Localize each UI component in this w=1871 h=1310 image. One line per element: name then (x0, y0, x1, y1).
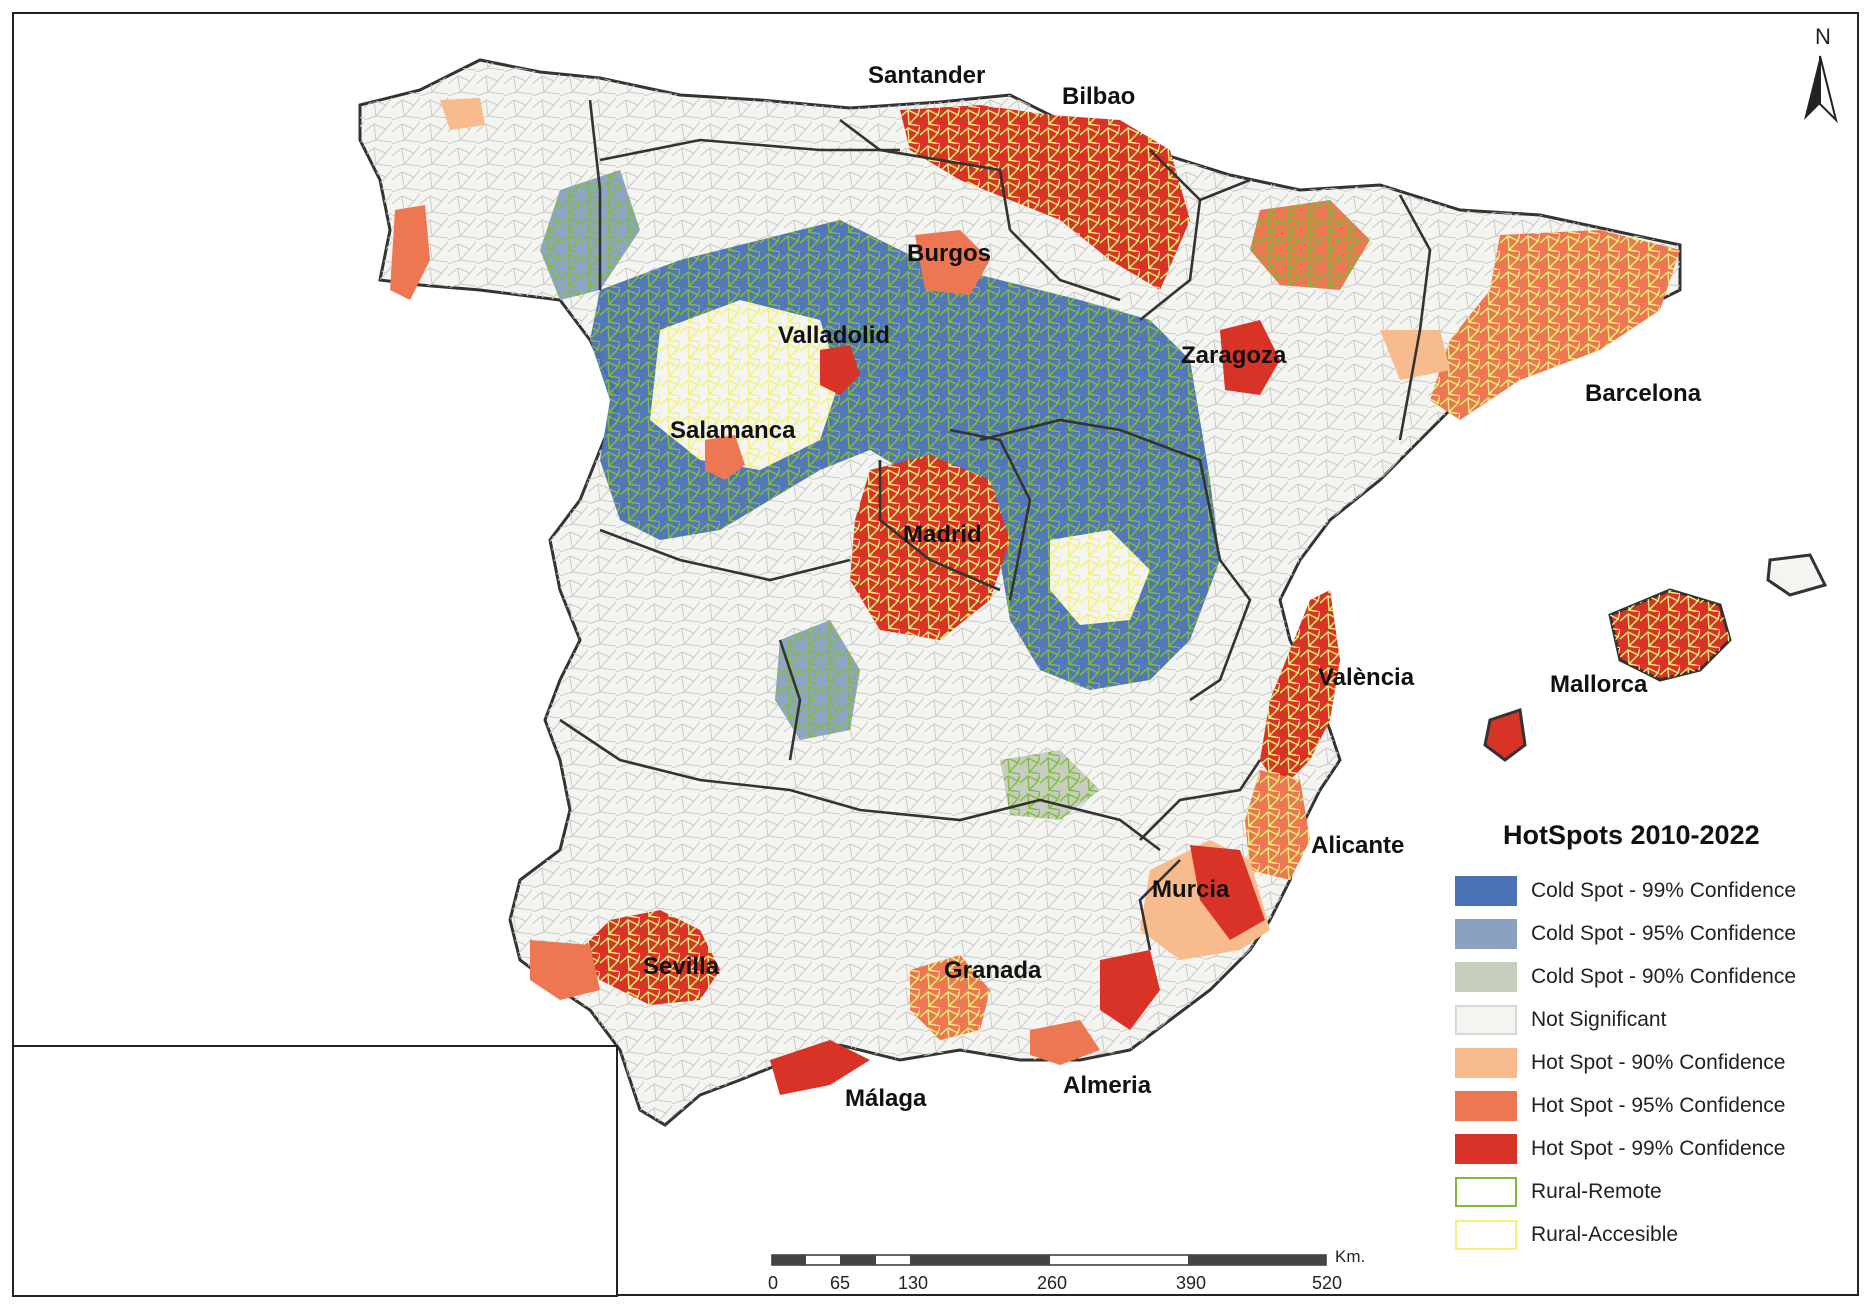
city-label-almeria: Almeria (1063, 1072, 1152, 1099)
legend-item: Cold Spot - 95% Confidence (1455, 912, 1835, 955)
legend-label: Hot Spot - 95% Confidence (1531, 1093, 1786, 1117)
legend-swatch (1455, 1047, 1517, 1078)
north-arrow-label: N (1815, 24, 1831, 49)
city-label-valladolid: Valladolid (778, 322, 891, 349)
legend-label: Hot Spot - 90% Confidence (1531, 1050, 1786, 1074)
city-label-valencia: València (1318, 664, 1415, 691)
rural-accessible-region (650, 300, 1150, 625)
legend-item: Not Significant (1455, 998, 1835, 1041)
legend-swatch (1455, 875, 1517, 906)
legend-swatch (1455, 1133, 1517, 1164)
city-label-salamanca: Salamanca (670, 417, 796, 444)
legend-item: Rural-Accesible (1455, 1213, 1835, 1256)
legend: HotSpots 2010-2022 Cold Spot - 99% Confi… (1455, 820, 1835, 1256)
city-label-burgos: Burgos (907, 240, 991, 267)
city-label-barcelona: Barcelona (1585, 380, 1702, 407)
legend-swatch (1455, 1090, 1517, 1121)
city-label-madrid: Madrid (903, 521, 982, 548)
city-label-alicante: Alicante (1311, 832, 1405, 859)
canary-islands-inset (12, 1045, 618, 1297)
legend-swatch (1455, 918, 1517, 949)
scale-tick-260: 260 (1037, 1273, 1068, 1293)
legend-item: Hot Spot - 90% Confidence (1455, 1041, 1835, 1084)
north-arrow-icon (1804, 55, 1838, 123)
region-boundaries (559, 99, 1432, 951)
legend-item: Cold Spot - 90% Confidence (1455, 955, 1835, 998)
city-label-santander: Santander (868, 62, 986, 89)
legend-label: Cold Spot - 95% Confidence (1531, 921, 1796, 945)
legend-title: HotSpots 2010-2022 (1503, 820, 1760, 850)
legend-label: Cold Spot - 99% Confidence (1531, 878, 1796, 902)
city-label-granada: Granada (944, 957, 1042, 984)
legend-swatch (1455, 1176, 1517, 1207)
scale-tick-390: 390 (1176, 1273, 1207, 1293)
legend-swatch (1455, 961, 1517, 992)
legend-items: Cold Spot - 99% Confidence Cold Spot - 95… (1455, 869, 1835, 1256)
legend-item: Hot Spot - 99% Confidence (1455, 1127, 1835, 1170)
city-label-murcia: Murcia (1152, 876, 1230, 903)
scale-bar (771, 1254, 1327, 1266)
legend-label: Not Significant (1531, 1007, 1667, 1031)
legend-label: Rural-Accesible (1531, 1222, 1679, 1246)
hot-spot-regions (390, 98, 1680, 1095)
city-label-malaga: Málaga (845, 1085, 927, 1112)
legend-item: Hot Spot - 95% Confidence (1455, 1084, 1835, 1127)
scale-tick-0: 0 (768, 1273, 779, 1293)
scale-unit: Km. (1335, 1247, 1366, 1266)
legend-item: Cold Spot - 99% Confidence (1455, 869, 1835, 912)
legend-item: Rural-Remote (1455, 1170, 1835, 1213)
legend-label: Cold Spot - 90% Confidence (1531, 964, 1796, 988)
city-label-bilbao: Bilbao (1062, 83, 1136, 110)
legend-swatch (1455, 1004, 1517, 1035)
city-label-mallorca: Mallorca (1550, 671, 1648, 698)
balearic-islands (1483, 553, 1828, 762)
city-label-zaragoza: Zaragoza (1181, 342, 1287, 369)
legend-swatch (1455, 1219, 1517, 1250)
scale-tick-65: 65 (830, 1273, 851, 1293)
legend-label: Rural-Remote (1531, 1179, 1662, 1203)
scale-tick-130: 130 (898, 1273, 929, 1293)
scale-tick-520: 520 (1312, 1273, 1343, 1293)
legend-label: Hot Spot - 99% Confidence (1531, 1136, 1786, 1160)
city-label-sevilla: Sevilla (643, 953, 720, 980)
